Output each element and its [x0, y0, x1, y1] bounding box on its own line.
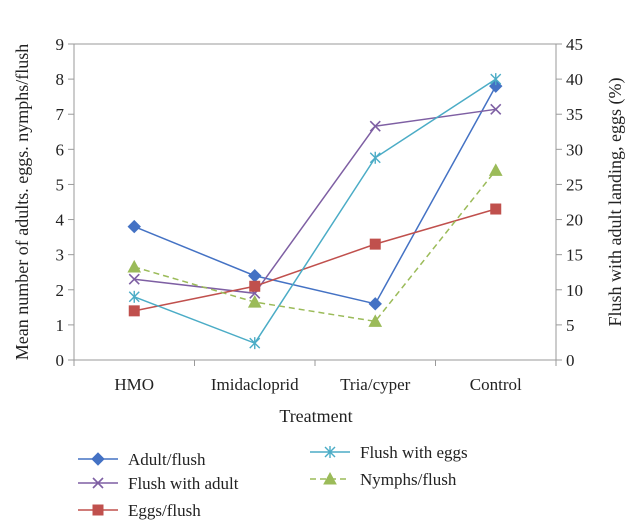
left-y-axis: 0 1 2 3 4 5 6 7 8 9 — [56, 35, 74, 370]
legend-swatch-marker — [92, 504, 104, 516]
right-tick-label: 35 — [566, 105, 583, 124]
series-eggs-flush — [128, 203, 502, 317]
legend-label: Eggs/flush — [128, 501, 201, 520]
series-nymphs-flush — [127, 163, 503, 327]
x-tick-label: Control — [470, 375, 522, 394]
series-adult-flush — [127, 79, 503, 311]
left-tick-label: 1 — [56, 316, 65, 335]
legend-item-flush-with-eggs: Flush with eggs — [310, 443, 468, 462]
data-point-nymphs-flush — [488, 163, 503, 176]
legend-swatch-marker — [324, 446, 336, 458]
data-point-flush-with-eggs — [249, 337, 261, 350]
legend: Adult/flush Flush with adult Eggs/flush Flu… — [78, 443, 468, 520]
data-point-adult-flush — [368, 297, 382, 311]
legend-label: Flush with adult — [128, 474, 239, 493]
data-point-flush-with-eggs — [369, 151, 381, 164]
data-point-flush-with-eggs — [128, 290, 140, 303]
data-point-eggs-flush — [490, 203, 502, 215]
left-tick-label: 8 — [56, 70, 65, 89]
right-tick-label: 40 — [566, 70, 583, 89]
legend-item-eggs-flush: Eggs/flush — [78, 501, 201, 520]
data-point-flush-with-adult-stroke — [490, 103, 502, 115]
series-line-flush-with-eggs — [133, 78, 497, 345]
data-point-nymphs-flush — [247, 295, 262, 308]
right-tick-label: 5 — [566, 316, 575, 335]
legend-swatch-marker — [92, 477, 104, 489]
right-tick-label: 10 — [566, 281, 583, 300]
data-point-flush-with-adult-stroke — [128, 273, 140, 285]
left-tick-label: 5 — [56, 175, 65, 194]
data-point-flush-with-adult — [490, 103, 502, 115]
legend-swatch-marker-stroke — [92, 477, 104, 489]
right-tick-label: 15 — [566, 246, 583, 265]
right-tick-label: 0 — [566, 351, 575, 370]
x-axis-title: Treatment — [279, 406, 352, 426]
left-tick-label: 6 — [56, 140, 65, 159]
x-tick-label: Imidacloprid — [211, 375, 299, 394]
series-layer — [127, 73, 503, 350]
series-flush-with-eggs — [128, 73, 502, 350]
series-line-nymphs-flush — [134, 169, 497, 323]
x-tick-label: HMO — [114, 375, 154, 394]
x-tick-label: Tria/cyper — [340, 375, 411, 394]
right-tick-label: 45 — [566, 35, 583, 54]
left-tick-label: 4 — [56, 211, 65, 230]
legend-label: Flush with eggs — [360, 443, 468, 462]
right-y-axis-title: Flush with adult landing, eggs (%) — [605, 78, 626, 327]
right-tick-label: 25 — [566, 175, 583, 194]
legend-item-adult-flush: Adult/flush — [78, 450, 206, 469]
data-point-flush-with-adult-stroke — [369, 120, 381, 132]
left-tick-label: 3 — [56, 246, 65, 265]
left-tick-label: 7 — [56, 105, 65, 124]
series-line-eggs-flush — [134, 208, 496, 312]
data-point-adult-flush — [127, 219, 141, 234]
data-point-eggs-flush — [249, 280, 261, 292]
data-point-eggs-flush — [128, 305, 140, 317]
right-y-axis: 0 5 10 15 20 25 30 35 40 45 — [556, 35, 583, 370]
data-point-nymphs-flush — [127, 259, 142, 273]
x-axis: HMO Imidacloprid Tria/cyper Control — [73, 360, 557, 394]
left-tick-label: 0 — [56, 351, 65, 370]
right-tick-label: 30 — [566, 140, 583, 159]
series-flush-with-adult — [128, 103, 502, 299]
left-y-axis-title: Mean number of adults. eggs. nymphs/flus… — [12, 44, 32, 360]
plot-border — [73, 43, 557, 361]
left-tick-label: 2 — [56, 281, 65, 300]
legend-swatch-marker — [323, 471, 337, 485]
data-point-flush-with-adult — [128, 273, 140, 285]
data-point-nymphs-flush — [368, 314, 383, 327]
legend-item-nymphs-flush: Nymphs/flush — [310, 470, 457, 489]
data-point-flush-with-eggs — [490, 73, 502, 86]
left-tick-label: 9 — [56, 35, 65, 54]
plot-area — [73, 43, 557, 361]
legend-item-flush-with-adult: Flush with adult — [78, 474, 239, 493]
legend-swatch-marker — [91, 452, 105, 466]
legend-label: Nymphs/flush — [360, 470, 457, 489]
data-point-flush-with-adult — [369, 120, 381, 132]
legend-label: Adult/flush — [128, 450, 206, 469]
series-line-adult-flush — [133, 85, 497, 305]
data-point-adult-flush — [248, 269, 262, 283]
data-point-adult-flush — [489, 79, 503, 93]
right-tick-label: 20 — [566, 211, 583, 230]
data-point-eggs-flush — [369, 238, 381, 250]
